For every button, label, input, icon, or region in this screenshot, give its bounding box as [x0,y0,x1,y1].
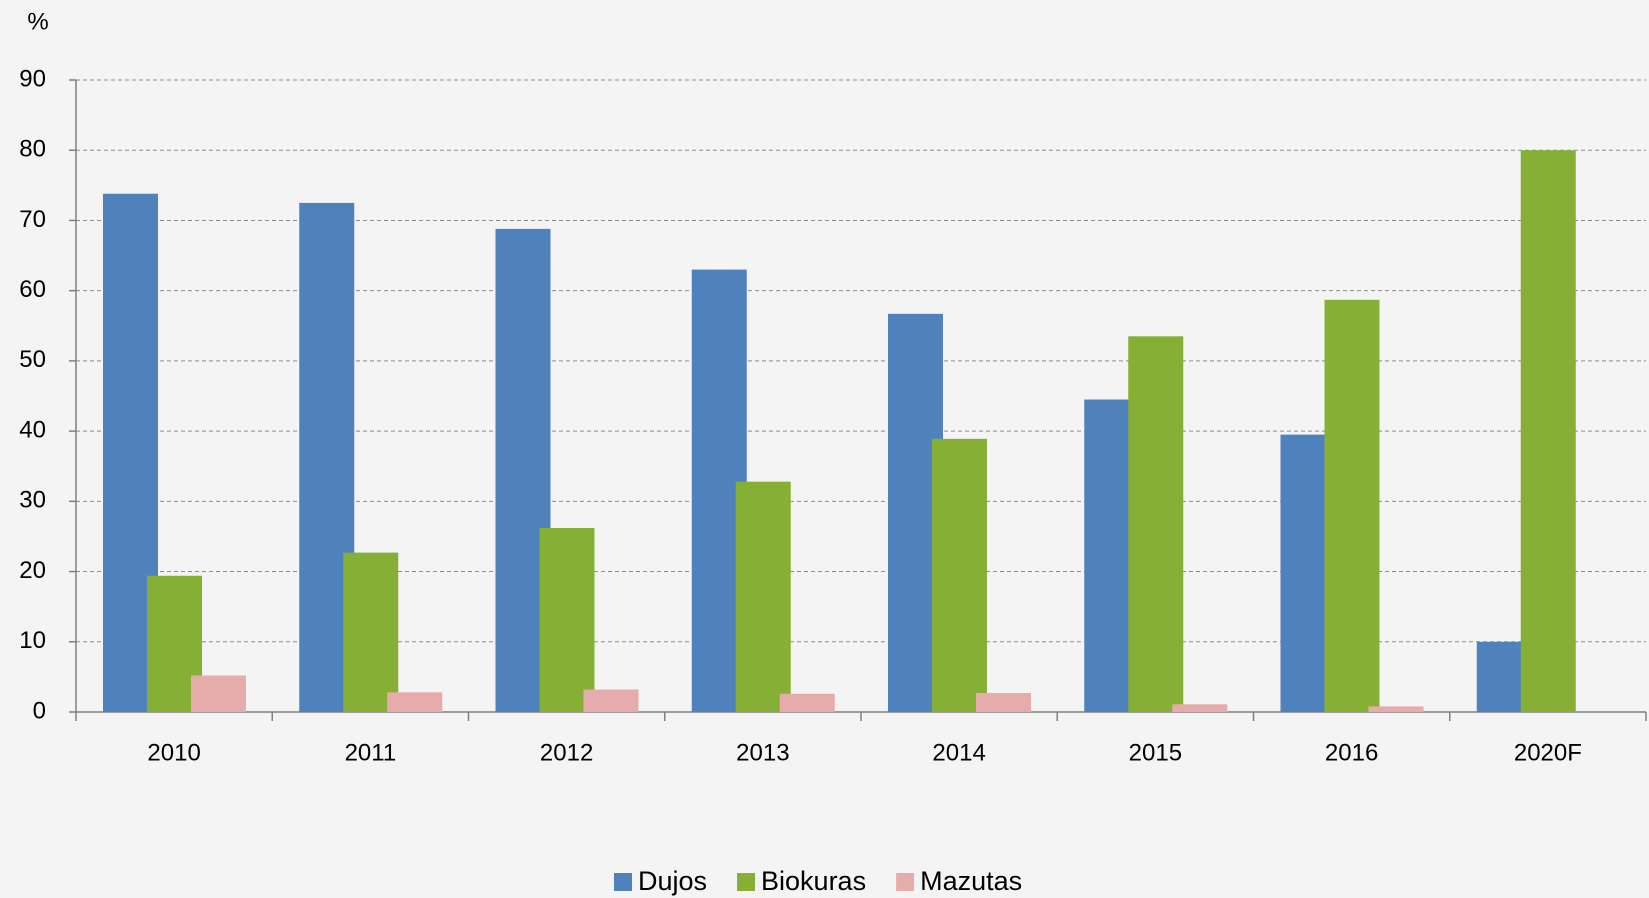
bar [1368,706,1424,712]
y-tick-label: 20 [19,557,46,584]
bar [191,675,246,712]
y-axis-label: % [27,8,48,35]
bar [387,692,443,712]
x-tick-label: 2012 [540,739,593,766]
y-tick-label: 50 [19,346,46,373]
legend-label: Mazutas [920,866,1022,896]
y-tick-label: 0 [33,697,46,724]
x-tick-label: 2013 [736,739,789,766]
y-tick-label: 40 [19,416,46,443]
y-tick-label: 30 [19,487,46,514]
x-tick-label: 2015 [1129,739,1182,766]
bar [583,689,639,712]
legend-label: Biokuras [761,866,866,896]
x-tick-label: 2020F [1514,739,1582,766]
legend-label: Dujos [638,866,707,896]
x-tick-label: 2010 [147,739,200,766]
bar [343,552,399,712]
bar [976,693,1031,712]
bar [1324,299,1380,712]
legend-swatch [737,873,756,891]
y-tick-label: 10 [19,627,46,654]
bar [779,693,835,712]
bar [932,438,987,712]
bar [1128,336,1184,712]
y-tick-label: 70 [19,206,46,233]
bar [539,528,595,712]
bar [1520,150,1576,712]
x-tick-label: 2014 [932,739,985,766]
y-tick-label: 90 [19,65,46,92]
bar [1172,704,1228,712]
y-tick-label: 80 [19,136,46,163]
bar [735,481,791,712]
legend-swatch [896,873,915,891]
x-tick-label: 2011 [345,739,397,766]
x-tick-label: 2016 [1325,739,1378,766]
legend-swatch [614,873,632,891]
y-tick-label: 60 [19,276,46,303]
